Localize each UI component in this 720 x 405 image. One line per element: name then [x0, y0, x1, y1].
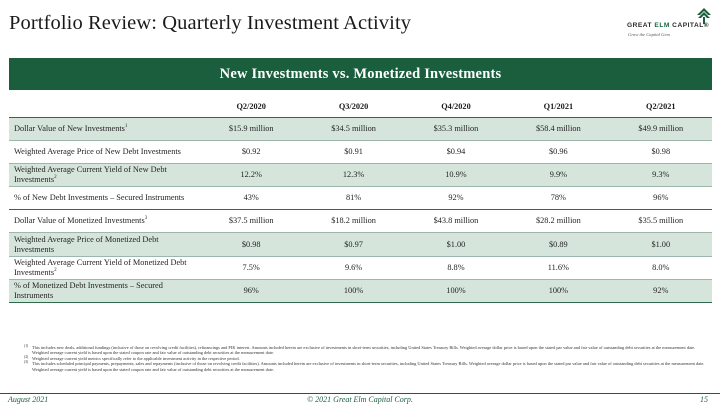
table-cell: $35.5 million — [609, 209, 712, 233]
page-number: 15 — [700, 395, 708, 404]
table-cell: $0.97 — [302, 232, 405, 257]
table-cell: 78% — [507, 186, 610, 210]
table-cell: $0.94 — [404, 139, 508, 164]
footnote: (1) This includes new deals, additional f… — [24, 344, 696, 356]
row-label: Weighted Average Current Yield of New De… — [9, 162, 200, 187]
table-cell: $43.8 million — [404, 209, 508, 233]
footnote: (3) This includes scheduled principal pay… — [24, 360, 705, 372]
table-cell: $35.3 million — [404, 116, 508, 141]
table-cell: 9.9% — [507, 162, 610, 187]
tree-icon — [697, 8, 711, 24]
column-header: Q2/2021 — [609, 96, 712, 117]
column-header: Q3/2020 — [302, 96, 405, 117]
row-label: % of Monetized Debt Investments – Secure… — [9, 278, 200, 304]
page-title: Portfolio Review: Quarterly Investment A… — [9, 12, 412, 34]
table-cell: $49.9 million — [609, 116, 712, 141]
table-row: Weighted Average Current Yield of New De… — [9, 162, 712, 187]
table-cell: 100% — [302, 278, 405, 304]
table-cell: $0.96 — [507, 139, 610, 164]
row-label: % of New Debt Investments – Secured Inst… — [9, 186, 200, 210]
row-label: Dollar Value of Monetized Investments3 — [9, 209, 200, 233]
table-cell: $58.4 million — [507, 116, 610, 141]
logo-wordmark: GREAT ELM CAPITAL® — [627, 22, 710, 29]
table-cell: 96% — [609, 186, 712, 210]
table-row: % of New Debt Investments – Secured Inst… — [9, 186, 712, 210]
footer-divider — [0, 393, 720, 394]
footer-copyright: © 2021 Great Elm Capital Corp. — [307, 395, 413, 404]
column-header: Q2/2020 — [200, 96, 303, 117]
table-cell: $15.9 million — [200, 116, 303, 141]
table-cell: $28.2 million — [507, 209, 610, 233]
column-header: Q1/2021 — [507, 96, 610, 117]
column-header: Q4/2020 — [404, 96, 508, 117]
logo-tagline: Grow the Capital Gem — [628, 32, 670, 37]
table-cell: 100% — [507, 278, 610, 304]
table-cell: $0.98 — [609, 139, 712, 164]
table-cell: 43% — [200, 186, 303, 210]
section-banner: New Investments vs. Monetized Investment… — [9, 58, 712, 90]
table-cell: 12.3% — [302, 162, 405, 187]
table-row: Dollar Value of New Investments1 $15.9 m… — [9, 116, 712, 141]
table-cell: 7.5% — [200, 255, 303, 280]
table-cell: $0.92 — [200, 139, 303, 164]
table-cell: 96% — [200, 278, 303, 304]
table-header-row: Q2/2020 Q3/2020 Q4/2020 Q1/2021 Q2/2021 — [9, 96, 712, 117]
table-cell: 9.6% — [302, 255, 405, 280]
table-cell: 92% — [404, 186, 508, 210]
table-cell: 10.9% — [404, 162, 508, 187]
table-cell: 92% — [609, 278, 712, 304]
table-cell: 81% — [302, 186, 405, 210]
table-cell: $37.5 million — [200, 209, 303, 233]
table-cell: $0.98 — [200, 232, 303, 257]
footnote: (2) Weighted average current yield metric… — [24, 354, 240, 361]
table-cell: 11.6% — [507, 255, 610, 280]
table-cell: $1.00 — [404, 232, 508, 257]
table-cell: $18.2 million — [302, 209, 405, 233]
table-cell: 9.3% — [609, 162, 712, 187]
table-row: Weighted Average Price of Monetized Debt… — [9, 232, 712, 257]
table-row: Weighted Average Price of New Debt Inves… — [9, 139, 712, 164]
table-cell: $0.89 — [507, 232, 610, 257]
table-cell: 8.8% — [404, 255, 508, 280]
table-cell: 12.2% — [200, 162, 303, 187]
company-logo: GREAT ELM CAPITAL® Grow the Capital Gem — [627, 8, 713, 40]
header-blank-cell — [9, 96, 200, 117]
footer-date: August 2021 — [8, 395, 49, 404]
investment-table: Q2/2020 Q3/2020 Q4/2020 Q1/2021 Q2/2021 … — [9, 96, 712, 304]
table-row: % of Monetized Debt Investments – Secure… — [9, 278, 712, 304]
table-cell: 8.0% — [609, 255, 712, 280]
row-label: Weighted Average Price of New Debt Inves… — [9, 139, 200, 164]
table-cell: $0.91 — [302, 139, 405, 164]
row-label: Dollar Value of New Investments1 — [9, 116, 200, 141]
table-row: Dollar Value of Monetized Investments3 $… — [9, 209, 712, 233]
table-cell: $1.00 — [609, 232, 712, 257]
table-cell: 100% — [404, 278, 508, 304]
row-label: Weighted Average Current Yield of Moneti… — [9, 255, 200, 280]
row-label: Weighted Average Price of Monetized Debt… — [9, 232, 200, 257]
table-cell: $34.5 million — [302, 116, 405, 141]
footnotes: (1) This includes new deals, additional f… — [24, 344, 710, 372]
table-row: Weighted Average Current Yield of Moneti… — [9, 255, 712, 280]
